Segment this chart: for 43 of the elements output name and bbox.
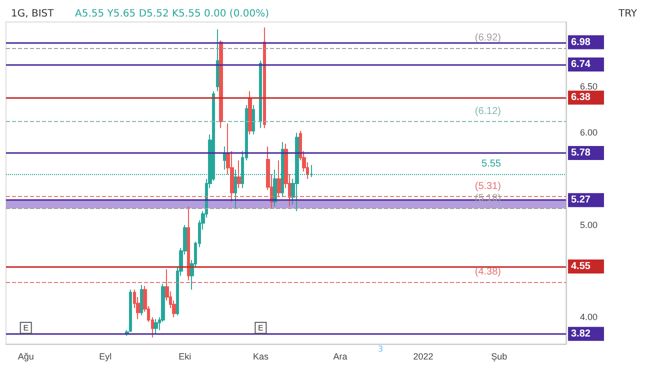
y-tick-label: 6.50 — [580, 82, 598, 92]
annotation: E — [23, 323, 29, 332]
candlestick — [277, 160, 281, 198]
ref-line-label: 4.55 — [571, 261, 591, 272]
x-tick-label: Ağu — [18, 352, 34, 362]
ref-line-label: (5.18) — [474, 192, 501, 204]
candlestick — [259, 60, 262, 129]
ref-line-label: 5.78 — [571, 148, 591, 159]
ref-line-label: 6.98 — [571, 36, 591, 48]
y-tick-label: 6.00 — [580, 128, 598, 138]
ref-line-label: 6.74 — [571, 58, 591, 70]
chart-subtitle: A5.55 Y5.65 D5.52 K5.55 0.00 (0.00%) — [75, 8, 270, 20]
x-tick-label: Ara — [333, 352, 348, 362]
candlestick — [219, 40, 223, 129]
candlestick — [129, 289, 132, 333]
chart-title: 1G, BIST — [11, 8, 55, 20]
ref-line-label: 5.27 — [571, 194, 591, 206]
annotation: E — [258, 323, 264, 332]
candlestick — [223, 146, 226, 170]
ref-line-label: 6.38 — [571, 92, 591, 104]
x-tick-label: Eyl — [99, 352, 112, 362]
candlestick — [248, 90, 252, 136]
ref-line-label: (4.38) — [474, 266, 501, 278]
ref-line-label: (5.31) — [474, 180, 501, 192]
ref-line-label: 5.55 — [482, 158, 502, 170]
candlestick — [252, 104, 255, 136]
x-tick-label: Şub — [491, 352, 508, 362]
candlestick — [216, 28, 219, 92]
candlestick — [154, 318, 158, 334]
y-axis-title: TRY — [617, 8, 638, 20]
ref-line-label: (6.92) — [474, 32, 501, 44]
x-tick-label: 2022 — [413, 352, 434, 362]
ref-line-label: (6.12) — [474, 106, 501, 118]
candlestick — [187, 206, 190, 281]
y-tick-label: 5.00 — [580, 220, 598, 230]
text: 3 — [378, 344, 384, 354]
x-tick-label: Kas — [252, 352, 269, 362]
candlestick — [237, 160, 241, 189]
candlestick — [263, 27, 266, 129]
x-tick-label: Eki — [178, 352, 192, 362]
candlestick — [140, 284, 143, 316]
ref-line-label: 3.82 — [571, 328, 591, 340]
y-tick-label: 4.00 — [580, 312, 598, 322]
